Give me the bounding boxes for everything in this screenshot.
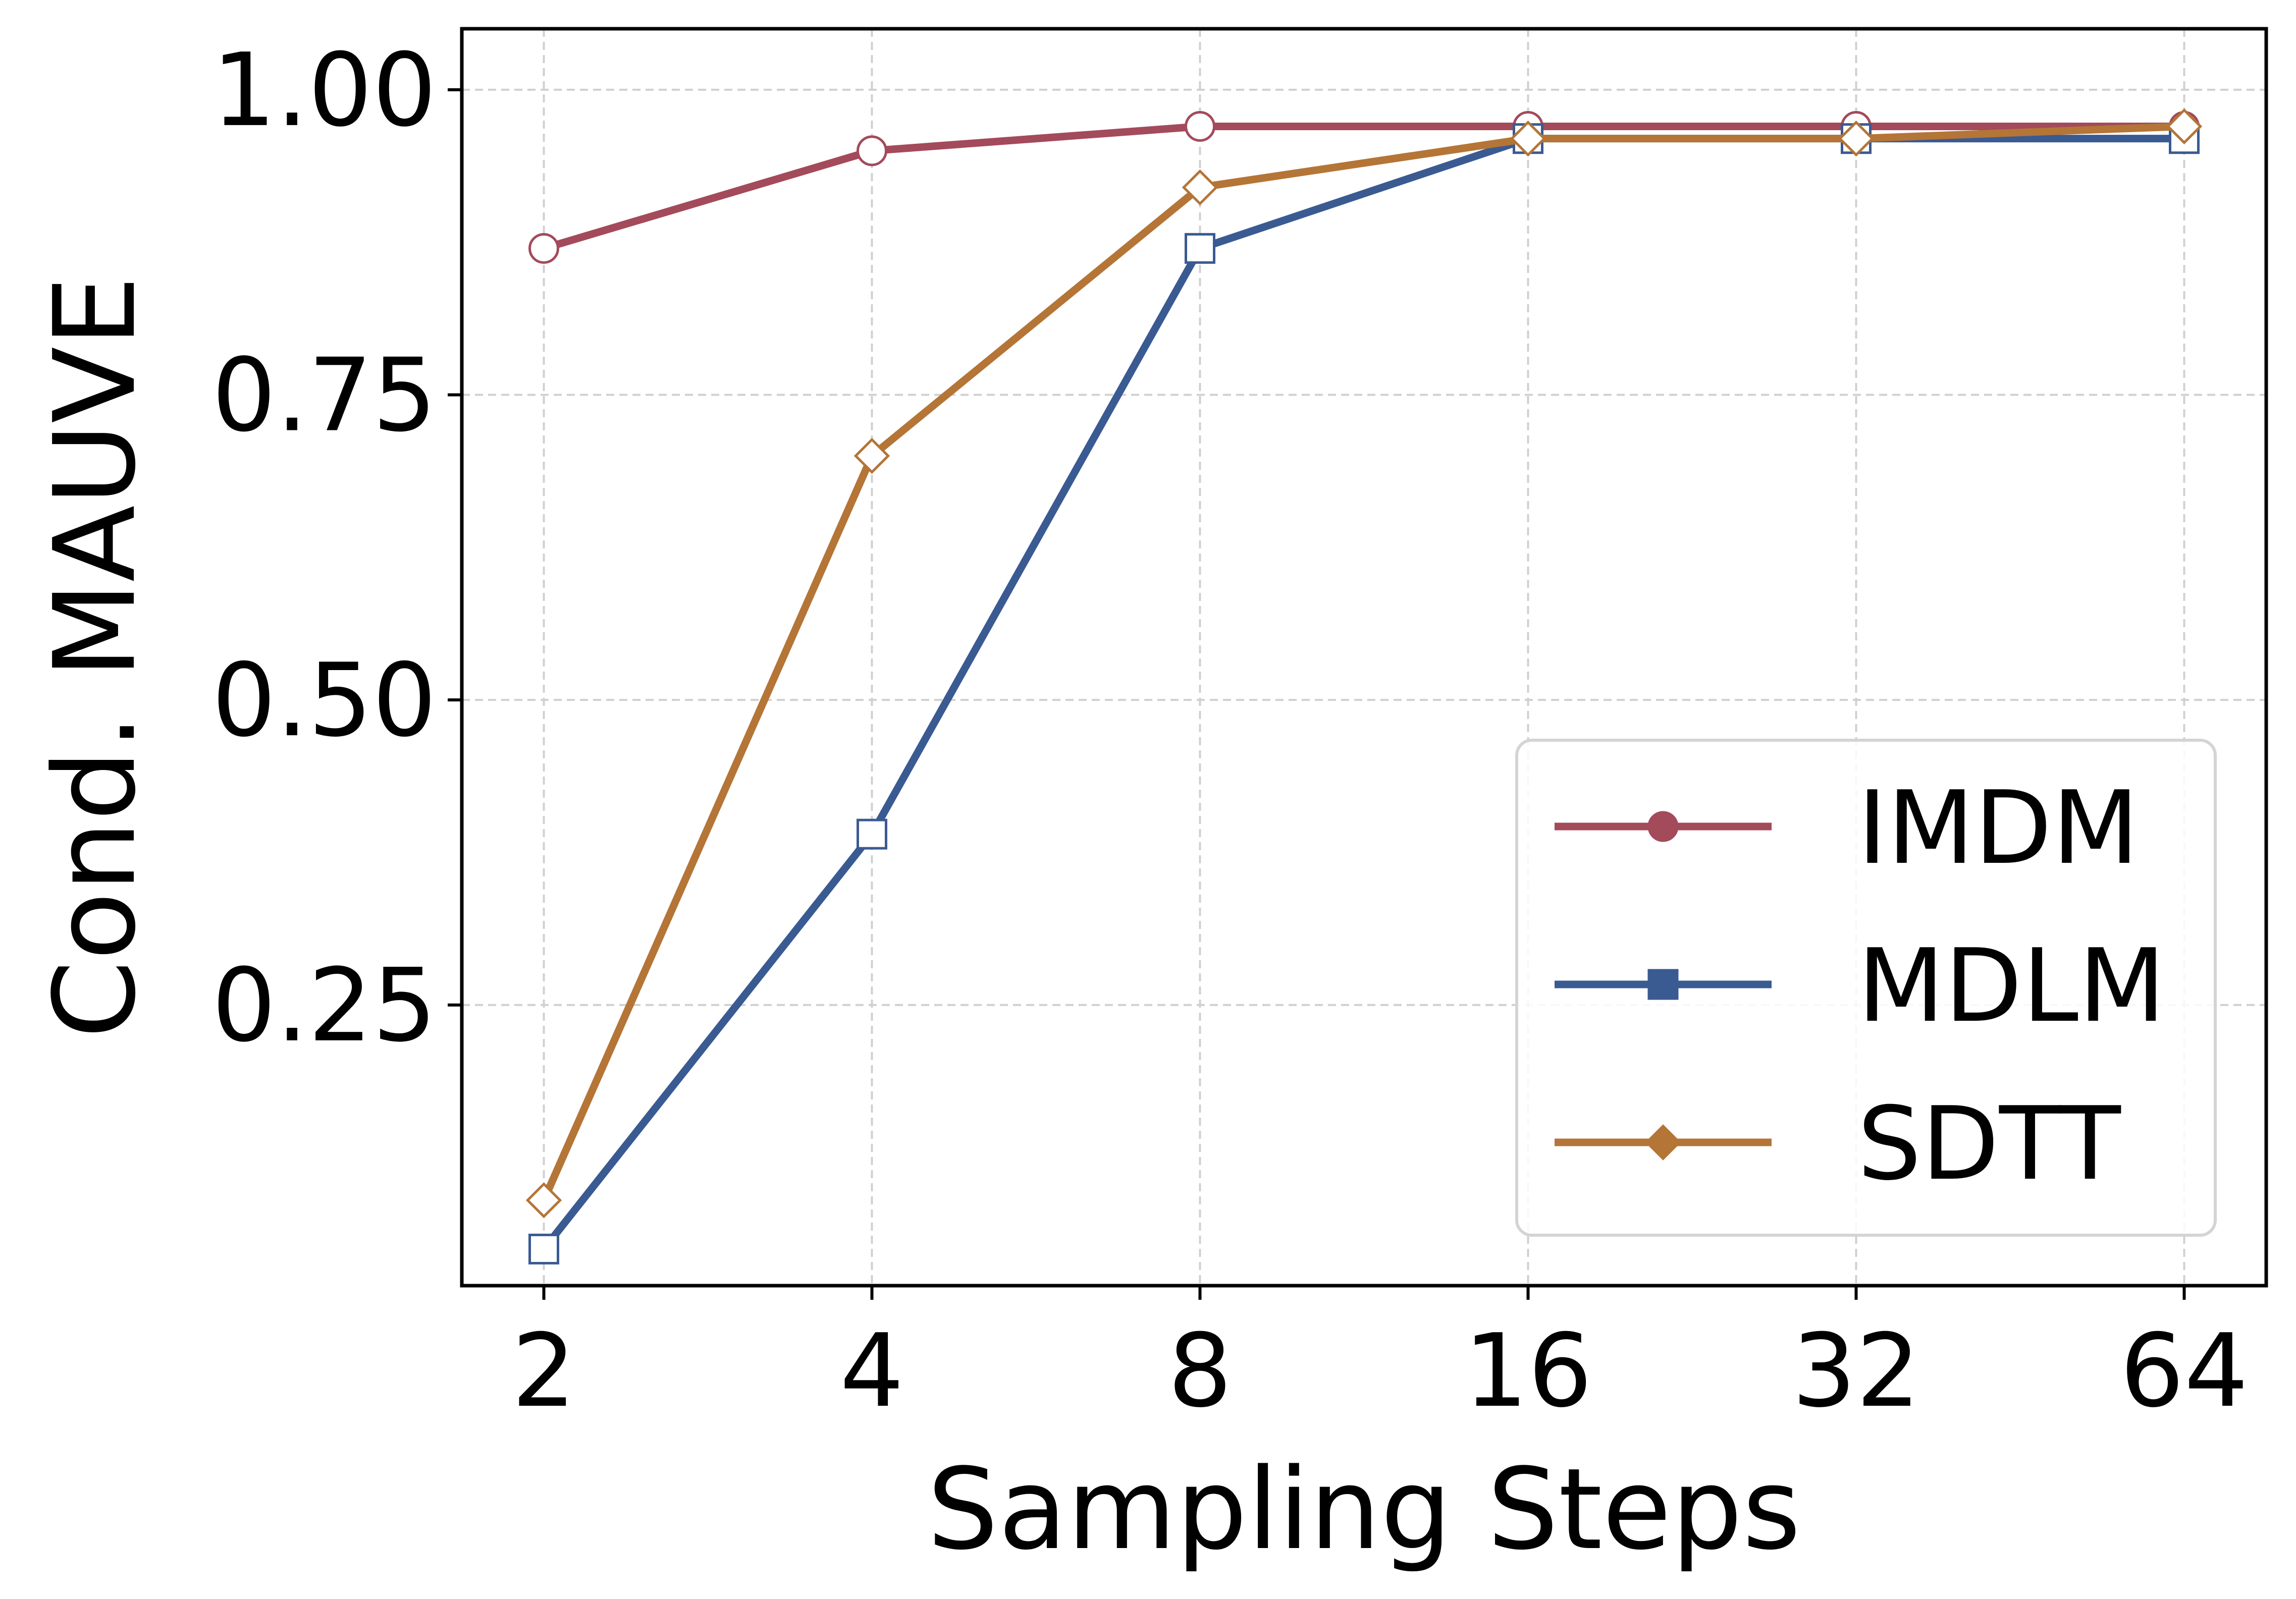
legend-item-imdm: IMDM xyxy=(1555,769,2139,887)
y-tick-label: 0.25 xyxy=(212,947,437,1065)
series-line-sdtt xyxy=(540,122,2188,1204)
data-point-imdm xyxy=(857,135,887,167)
x-tick-label: 2 xyxy=(512,1312,576,1430)
data-point-imdm xyxy=(528,233,559,264)
data-point-mdlm xyxy=(1185,233,1215,264)
x-tick-label: 64 xyxy=(2120,1312,2249,1430)
x-tick-label: 8 xyxy=(1168,1312,1232,1430)
series-sdtt xyxy=(525,108,2203,1219)
x-tick-label: 32 xyxy=(1792,1312,1920,1430)
y-tick-label: 0.75 xyxy=(212,337,437,455)
x-axis-title: Sampling Steps xyxy=(927,1445,1801,1575)
y-tick-label: 0.50 xyxy=(212,642,437,759)
legend: IMDM MDLM SDTT xyxy=(1515,739,2217,1237)
series-line-imdm xyxy=(540,122,2188,252)
x-tick-label: 4 xyxy=(840,1312,904,1430)
legend-marker-mdlm xyxy=(1647,969,1679,1000)
series-lines xyxy=(525,108,2203,1264)
x-tick-label: 16 xyxy=(1464,1312,1592,1430)
data-point-sdtt xyxy=(525,1182,562,1219)
legend-item-mdlm: MDLM xyxy=(1555,927,2166,1045)
legend-label-imdm: IMDM xyxy=(1857,769,2139,887)
data-point-sdtt xyxy=(853,437,890,474)
data-point-imdm xyxy=(1185,111,1215,142)
legend-label-sdtt: SDTT xyxy=(1857,1085,2121,1203)
legend-box xyxy=(1515,739,2217,1237)
data-point-mdlm xyxy=(528,1233,559,1264)
data-point-mdlm xyxy=(857,818,887,850)
legend-label-mdlm: MDLM xyxy=(1857,927,2166,1045)
y-axis-title: Cond. MAUVE xyxy=(30,276,161,1039)
axis-ticks: 2 4 8 16 32 64 0.25 0.50 0.75 1.00 xyxy=(212,32,2249,1430)
data-point-sdtt xyxy=(2166,108,2203,145)
y-tick-label: 1.00 xyxy=(212,32,437,149)
data-point-sdtt xyxy=(1182,169,1218,206)
data-point-sdtt xyxy=(1510,120,1546,157)
data-point-sdtt xyxy=(1838,120,1875,157)
legend-item-sdtt: SDTT xyxy=(1555,1085,2121,1203)
legend-marker-sdtt xyxy=(1645,1124,1681,1161)
plot-frame xyxy=(460,27,2268,1288)
legend-marker-imdm xyxy=(1647,811,1679,842)
